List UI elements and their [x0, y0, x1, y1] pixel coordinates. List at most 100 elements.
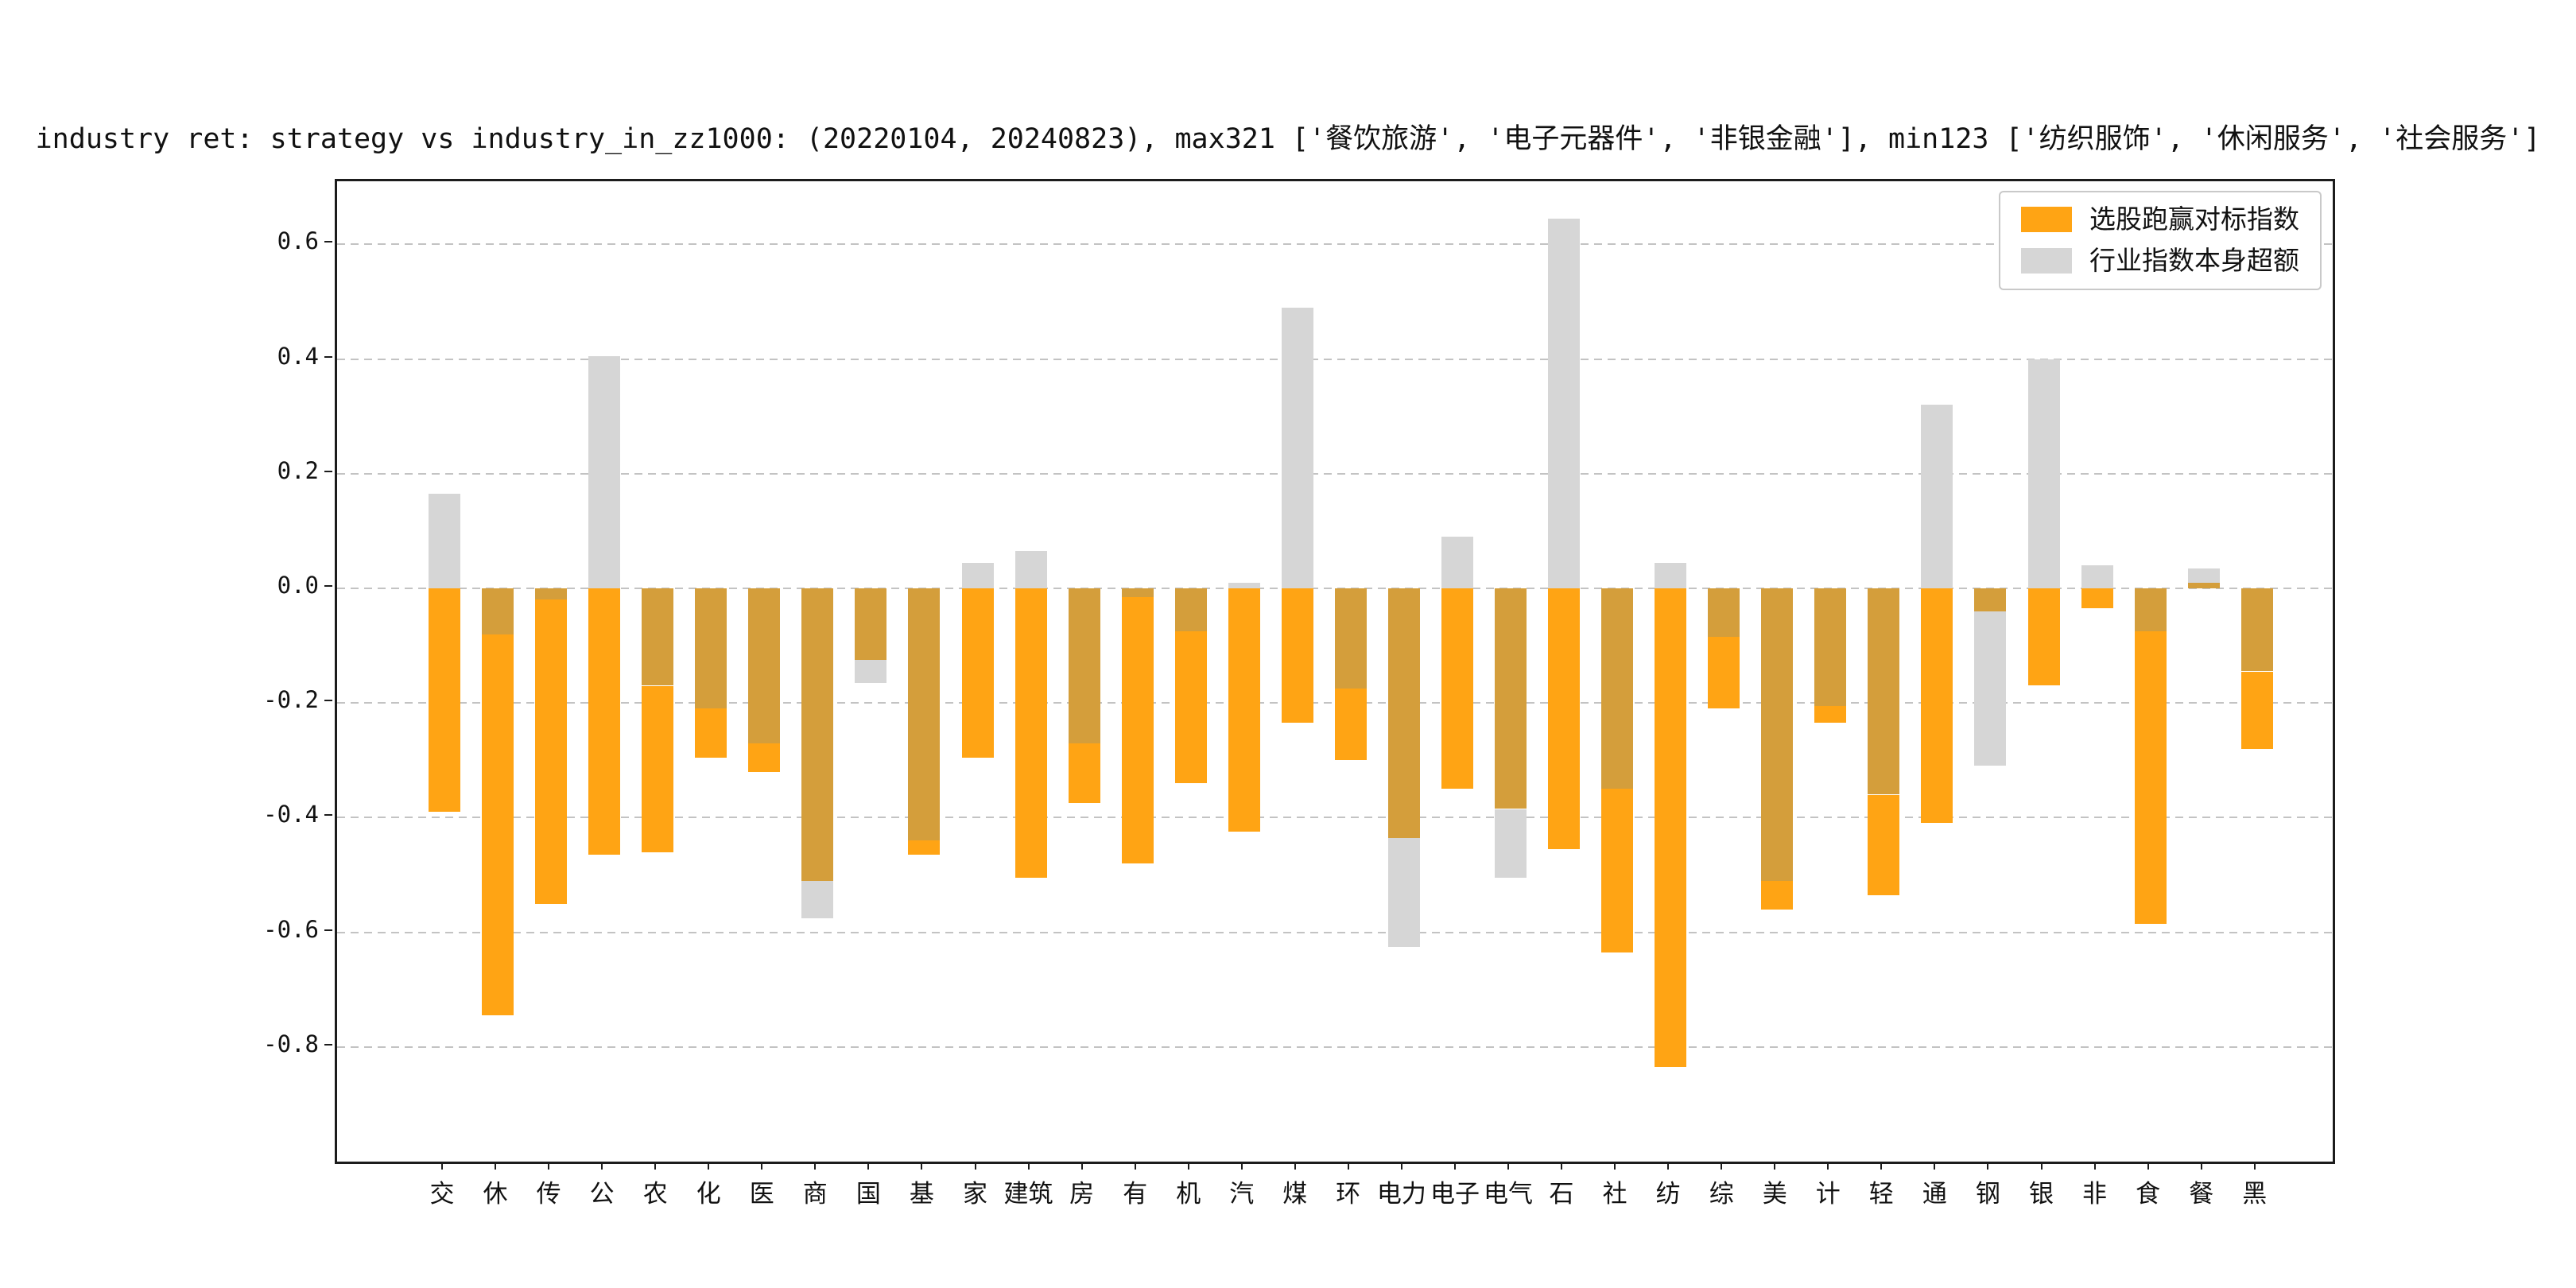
x-tick-mark: [1080, 1162, 1083, 1170]
x-tick-label: 电力: [1376, 1180, 1426, 1208]
gridline: [337, 1046, 2333, 1048]
x-tick-label: 国: [855, 1180, 881, 1208]
bar-industry: [429, 494, 460, 588]
bar-industry: [1548, 218, 1580, 588]
bar-overlap: [535, 588, 568, 600]
bar-industry: [588, 355, 621, 588]
y-tick-label: 0.6: [277, 227, 319, 255]
y-tick-mark: [324, 814, 332, 817]
x-tick-mark: [1027, 1162, 1030, 1170]
x-tick-mark: [1294, 1162, 1296, 1170]
x-tick-label: 建筑: [1003, 1180, 1053, 1208]
x-tick-label: 石: [1549, 1180, 1574, 1208]
chart-title: industry ret: strategy vs industry_in_zz…: [35, 123, 2541, 155]
bar-strategy: [695, 708, 727, 758]
x-tick-label: 交: [429, 1180, 455, 1208]
bar-overlap: [2187, 582, 2220, 588]
bar-strategy: [908, 840, 941, 855]
x-tick-mark: [814, 1162, 817, 1170]
bar-overlap: [1601, 588, 1634, 789]
bar-industry: [1921, 405, 1953, 588]
x-tick-label: 社: [1602, 1180, 1627, 1208]
x-tick-label: 食: [2136, 1180, 2161, 1208]
bar-overlap: [1121, 588, 1154, 597]
x-tick-mark: [1134, 1162, 1136, 1170]
y-tick-label: -0.2: [263, 686, 319, 714]
bar-overlap: [1868, 588, 1900, 795]
x-tick-mark: [1827, 1162, 1829, 1170]
x-tick-label: 传: [536, 1180, 561, 1208]
x-tick-mark: [1880, 1162, 1883, 1170]
bar-strategy: [2027, 588, 2060, 686]
y-tick-label: -0.6: [263, 915, 319, 943]
bar-strategy: [642, 685, 674, 852]
bar-strategy: [1121, 596, 1154, 864]
x-tick-mark: [974, 1162, 976, 1170]
legend-label-industry: 行业指数本身超额: [2089, 245, 2299, 277]
x-tick-mark: [761, 1162, 763, 1170]
bar-industry: [1228, 582, 1260, 588]
bar-overlap: [908, 588, 941, 841]
bar-strategy: [429, 588, 460, 813]
x-tick-mark: [921, 1162, 923, 1170]
x-tick-mark: [1987, 1162, 1989, 1170]
y-tick-label: -0.8: [263, 1030, 319, 1057]
y-tick-mark: [324, 584, 332, 587]
bar-overlap: [482, 588, 514, 634]
x-tick-mark: [654, 1162, 657, 1170]
x-tick-mark: [1454, 1162, 1456, 1170]
bar-strategy: [2081, 588, 2113, 609]
bar-strategy: [961, 588, 994, 758]
x-tick-label: 商: [802, 1180, 828, 1208]
legend-entry-strategy: 选股跑赢对标指数: [2021, 204, 2299, 235]
x-tick-label: 医: [749, 1180, 774, 1208]
bar-overlap: [1387, 588, 1420, 838]
gridline: [337, 358, 2333, 360]
bar-overlap: [1814, 588, 1847, 706]
x-tick-label: 电气: [1484, 1180, 1533, 1208]
bar-industry: [1655, 562, 1687, 588]
x-tick-mark: [708, 1162, 710, 1170]
y-tick-label: 0.4: [277, 342, 319, 370]
x-tick-mark: [2040, 1162, 2043, 1170]
x-tick-label: 化: [696, 1180, 721, 1208]
gridline: [337, 472, 2333, 475]
bar-overlap: [1174, 588, 1207, 631]
x-tick-mark: [1934, 1162, 1936, 1170]
bar-strategy: [2134, 631, 2167, 924]
x-tick-label: 房: [1069, 1180, 1095, 1208]
x-tick-label: 非: [2082, 1180, 2107, 1208]
x-tick-label: 钢: [1975, 1180, 2000, 1208]
bar-strategy: [1068, 743, 1100, 804]
bar-industry: [2081, 565, 2113, 588]
bar-industry: [2027, 359, 2060, 588]
bar-industry: [1387, 837, 1420, 947]
x-tick-label: 餐: [2189, 1180, 2214, 1208]
x-tick-mark: [495, 1162, 496, 1170]
x-tick-label: 汽: [1229, 1180, 1255, 1208]
bar-overlap: [1974, 588, 2007, 611]
x-tick-label: 纺: [1655, 1180, 1681, 1208]
legend-label-strategy: 选股跑赢对标指数: [2089, 204, 2299, 235]
x-tick-label: 综: [1709, 1180, 1734, 1208]
bar-strategy: [1708, 637, 1740, 709]
bar-overlap: [1068, 588, 1100, 743]
x-tick-label: 农: [642, 1180, 668, 1208]
bar-strategy: [1868, 794, 1900, 895]
bar-industry: [801, 880, 834, 918]
bar-strategy: [1921, 588, 1953, 824]
x-tick-label: 环: [1336, 1180, 1361, 1208]
bar-strategy: [1228, 588, 1260, 832]
bar-strategy: [1014, 588, 1047, 878]
bar-strategy: [2240, 671, 2273, 749]
bar-strategy: [1174, 631, 1207, 784]
legend-swatch-strategy-icon: [2021, 207, 2072, 233]
x-tick-mark: [2093, 1162, 2096, 1170]
x-tick-mark: [1774, 1162, 1776, 1170]
x-tick-mark: [1187, 1162, 1189, 1170]
x-tick-mark: [2200, 1162, 2202, 1170]
x-tick-label: 机: [1176, 1180, 1201, 1208]
x-tick-label: 轻: [1868, 1180, 1894, 1208]
x-tick-label: 家: [963, 1180, 987, 1208]
bar-overlap: [2240, 588, 2273, 672]
